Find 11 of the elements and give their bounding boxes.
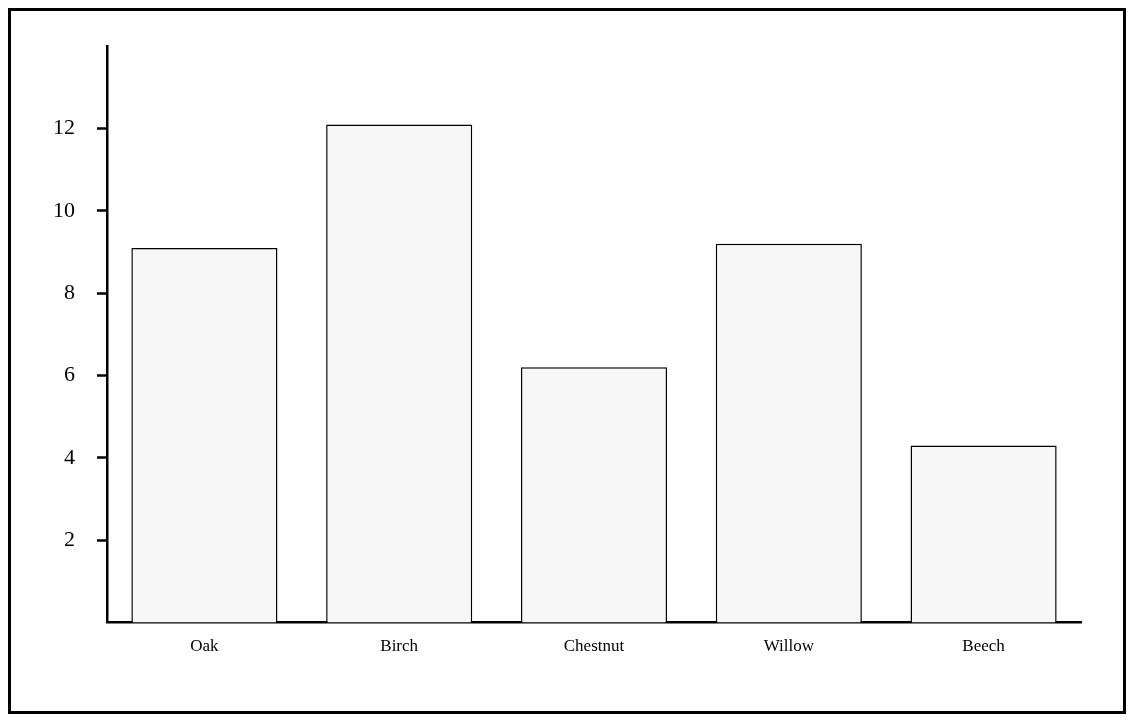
x-tick-label: Oak <box>190 636 220 656</box>
x-tick-label: Beech <box>962 636 1006 656</box>
y-tick-label: 2 <box>64 526 75 552</box>
y-tick-label: 10 <box>53 196 75 222</box>
y-tick-label: 4 <box>64 443 75 469</box>
y-tick-label: 8 <box>64 279 75 305</box>
y-tick-label: 6 <box>64 361 75 387</box>
x-tick-label: Chestnut <box>563 636 625 656</box>
x-tick-label: Birch <box>380 636 419 656</box>
x-tick-label: Willow <box>763 636 815 656</box>
y-tick-label: 12 <box>53 114 75 140</box>
